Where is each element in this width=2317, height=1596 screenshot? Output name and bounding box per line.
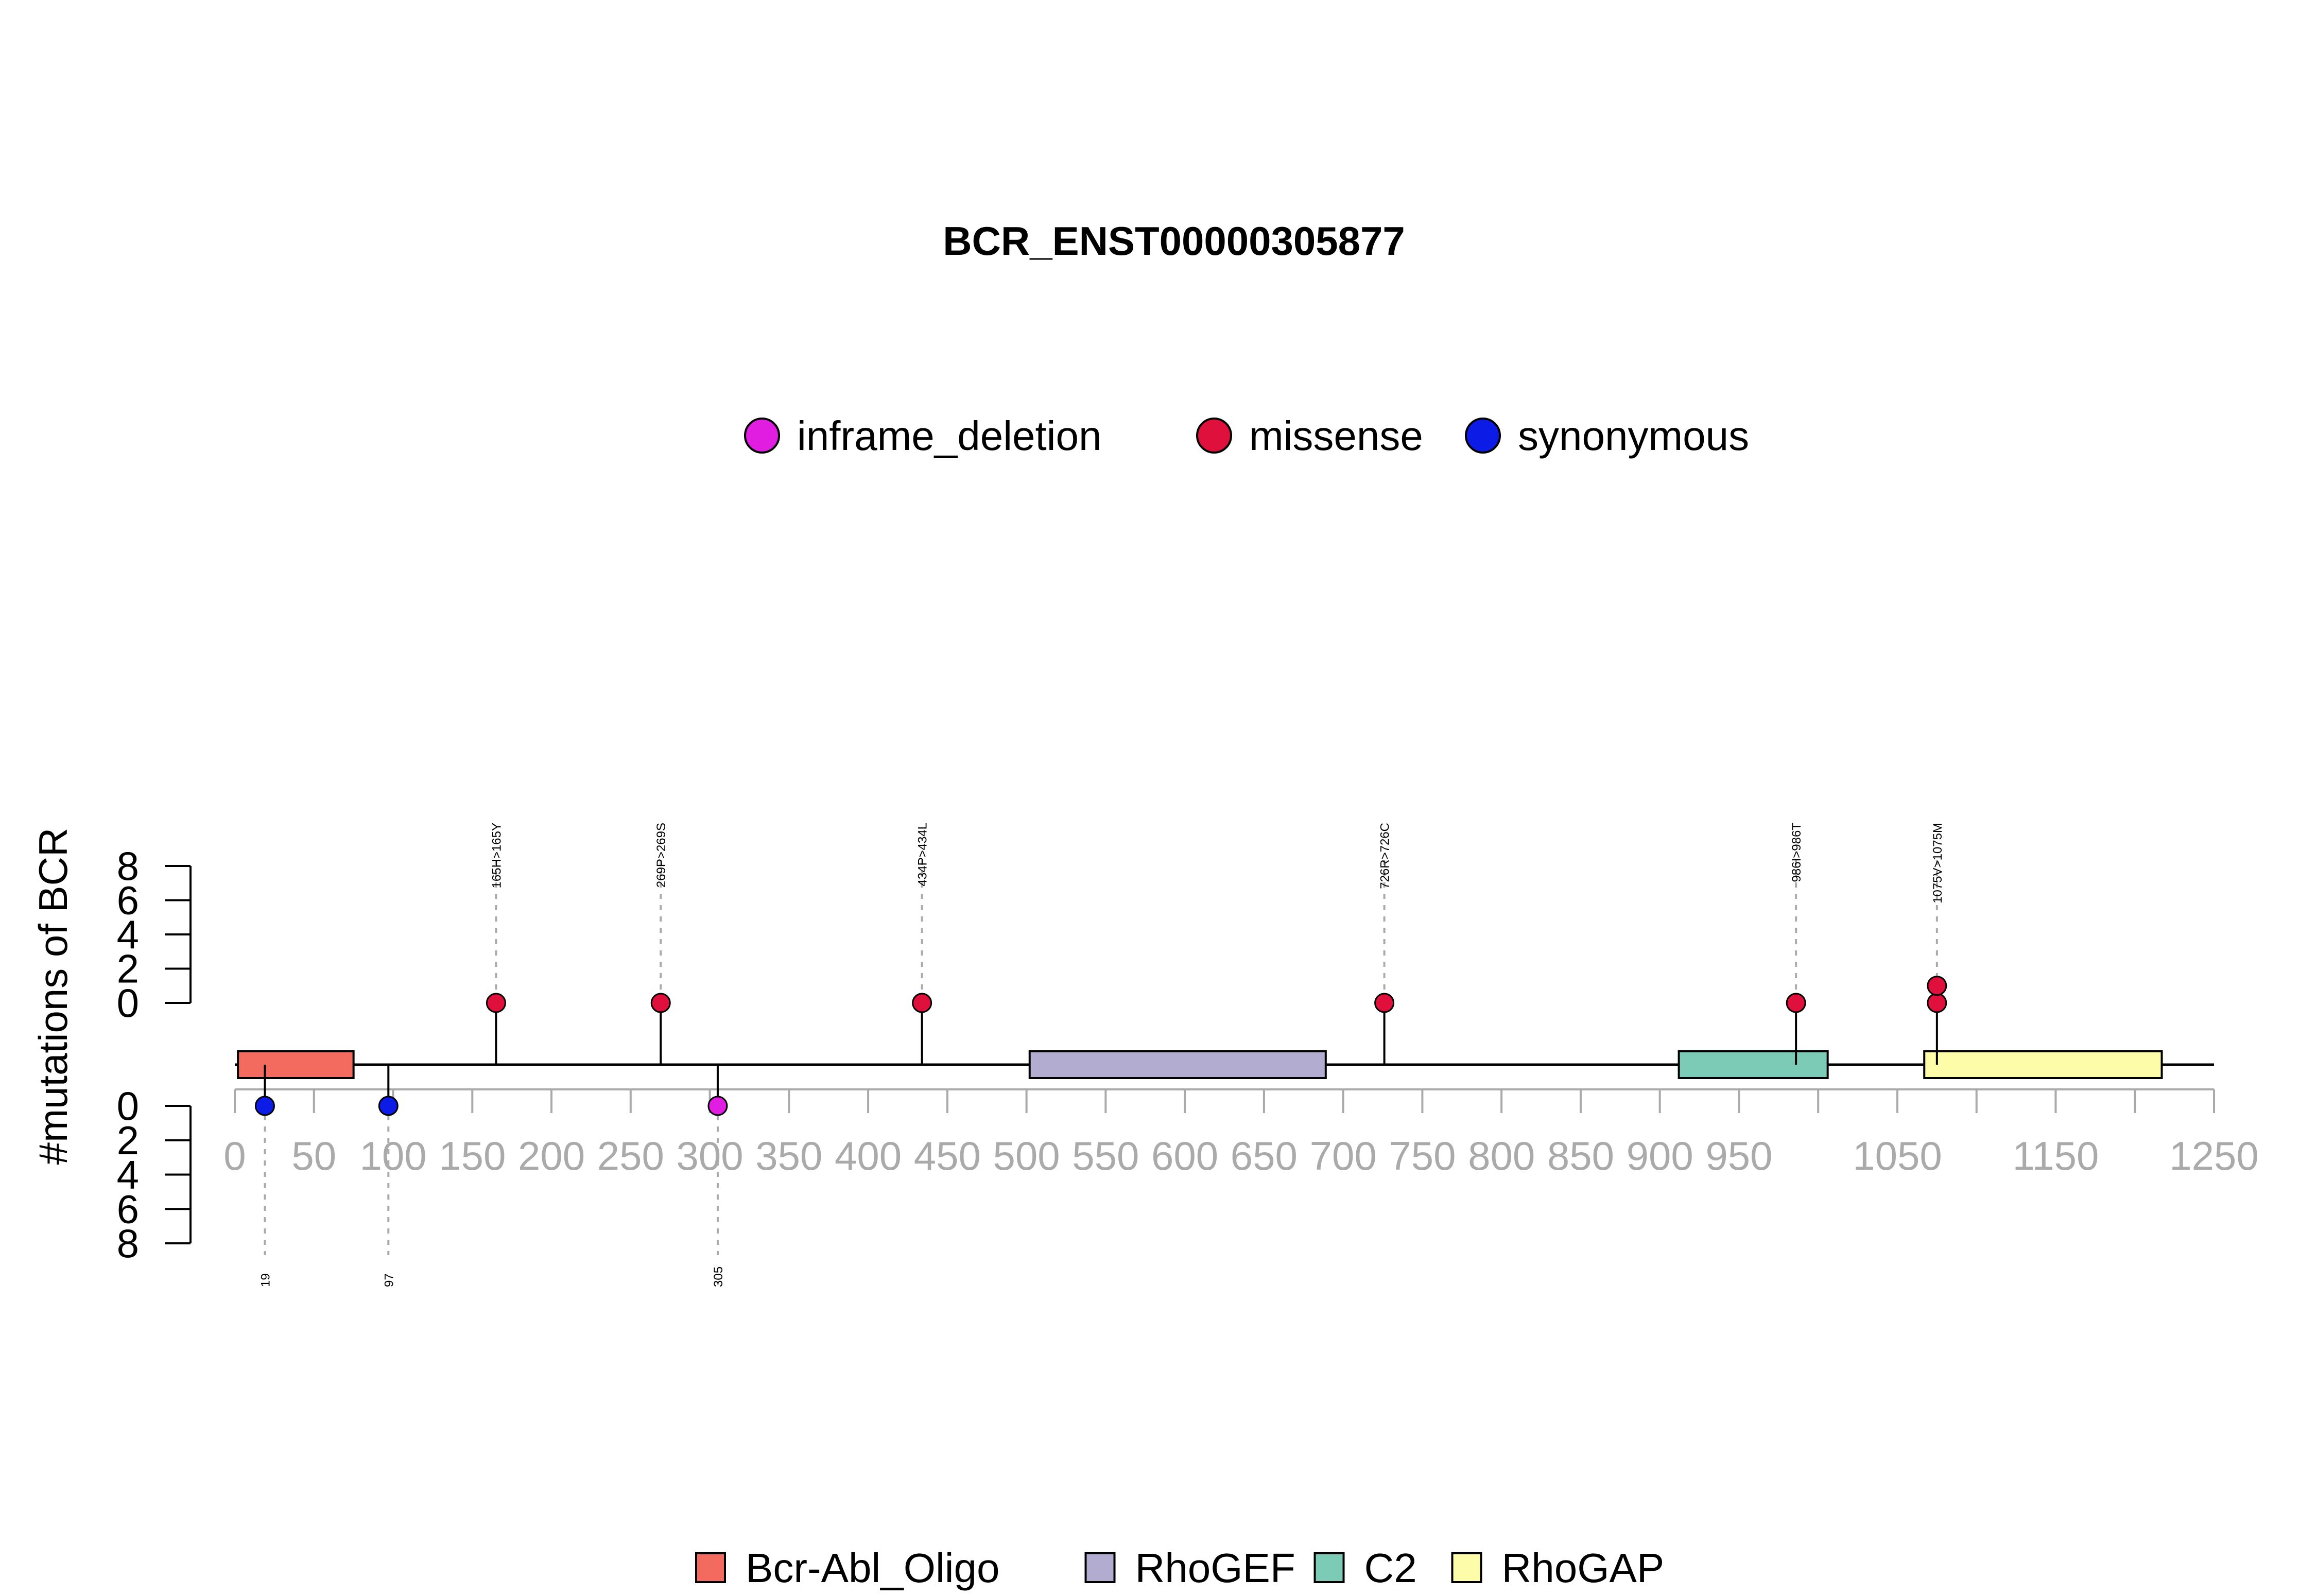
x-tick-label: 300 xyxy=(676,1133,743,1178)
x-tick-label: 1050 xyxy=(1853,1133,1942,1178)
domain-legend-swatch xyxy=(1451,1552,1482,1583)
mutation-type-legend: inframe_deletion missense synonymous xyxy=(744,413,1749,459)
legend-marker-inframe-deletion xyxy=(744,418,780,454)
x-tick-label: 100 xyxy=(359,1133,426,1178)
domain-legend-label: Bcr-Abl_Oligo xyxy=(746,1545,1000,1591)
x-tick-label: 0 xyxy=(223,1133,246,1178)
y-tick-label-upper: 4 xyxy=(117,912,139,957)
domain-legend-swatch xyxy=(1313,1552,1345,1583)
domain-legend: Bcr-Abl_Oligo RhoGEF C2 RhoGAP xyxy=(695,1545,1665,1591)
legend-label-missense: missense xyxy=(1249,413,1423,459)
legend-item-synonymous: synonymous xyxy=(1465,413,1749,459)
domain-bcr-abl-oligo xyxy=(237,1050,355,1079)
domain-c2 xyxy=(1678,1050,1829,1079)
legend-marker-missense xyxy=(1196,418,1232,454)
x-tick-label: 50 xyxy=(291,1133,336,1178)
y-tick-label-upper: 8 xyxy=(117,843,139,889)
y-tick-label-upper: 2 xyxy=(117,946,139,992)
x-tick-label: 800 xyxy=(1468,1133,1535,1178)
legend-item-missense: missense xyxy=(1196,413,1423,459)
mutation-label: 1075V>1075M xyxy=(1931,823,1945,904)
mutation-label: 434P>434L xyxy=(916,823,930,886)
x-tick-label: 850 xyxy=(1547,1133,1614,1178)
mutation-point xyxy=(486,993,506,1013)
mutation-point xyxy=(912,993,932,1013)
y-tick-label-lower: 6 xyxy=(117,1186,139,1231)
legend-item-inframe-deletion: inframe_deletion xyxy=(744,413,1101,459)
mutation-label: 986I>986T xyxy=(1790,823,1804,882)
domain-legend-item-rhogef: RhoGEF xyxy=(1084,1545,1295,1591)
domain-legend-label: RhoGEF xyxy=(1135,1545,1295,1591)
domain-legend-item-bcr-abl-oligo: Bcr-Abl_Oligo xyxy=(695,1545,1000,1591)
mutation-label: 19 xyxy=(258,1273,272,1287)
y-tick-label-lower: 0 xyxy=(117,1083,139,1129)
mutation-305: 305 xyxy=(707,1065,728,1287)
domain-legend-swatch xyxy=(695,1552,726,1583)
x-tick-label: 950 xyxy=(1705,1133,1772,1178)
chart-title: BCR_ENST00000305877 xyxy=(943,218,1405,264)
x-tick-label: 200 xyxy=(518,1133,585,1178)
mutation-label: 305 xyxy=(712,1267,725,1287)
legend-marker-synonymous xyxy=(1465,418,1501,454)
x-tick-label: 350 xyxy=(755,1133,822,1178)
domain-legend-label: RhoGAP xyxy=(1502,1545,1665,1591)
mutation-726R-726C: 726R>726C xyxy=(1374,823,1395,1065)
x-axis: 0 50 100 150 200 250 300 350 400 450 500 550 600 650 7… xyxy=(223,1088,2259,1178)
mutation-point xyxy=(650,993,671,1013)
mutation-point xyxy=(378,1096,399,1116)
mutation-165H-165Y: 165H>165Y xyxy=(486,823,506,1065)
mutation-point xyxy=(1927,976,1947,996)
protein-domains xyxy=(237,1050,2163,1079)
x-tick-label: 150 xyxy=(439,1133,506,1178)
x-tick-label: 550 xyxy=(1072,1133,1139,1178)
y-axis-label: #mutations of BCR xyxy=(30,828,76,1165)
legend-label-inframe-deletion: inframe_deletion xyxy=(797,413,1101,459)
x-tick-label: 1250 xyxy=(2169,1133,2259,1178)
domain-rhogap xyxy=(1923,1050,2163,1079)
mutation-97: 97 xyxy=(378,1065,399,1287)
domain-legend-label: C2 xyxy=(1364,1545,1417,1591)
mutation-434P-434L: 434P>434L xyxy=(912,823,932,1065)
x-tick-label: 1150 xyxy=(2013,1133,2099,1178)
mutations-upper: 165H>165Y 269P>269S 434P>434L 726R>726C 986I… xyxy=(486,823,1947,1065)
mutation-1075V-1075M: 1075V>1075M xyxy=(1927,823,1947,1065)
y-tick-label-upper: 6 xyxy=(117,878,139,923)
y-tick-label-lower: 2 xyxy=(117,1118,139,1163)
mutation-point xyxy=(707,1096,728,1116)
mutation-point xyxy=(1927,993,1947,1013)
mutation-19: 19 xyxy=(254,1065,275,1287)
x-tick-label: 650 xyxy=(1231,1133,1298,1178)
x-tick-label: 250 xyxy=(597,1133,664,1178)
mutation-label: 269P>269S xyxy=(654,823,668,888)
y-tick-label-lower: 4 xyxy=(117,1152,139,1198)
x-tick-label: 500 xyxy=(993,1133,1060,1178)
legend-label-synonymous: synonymous xyxy=(1518,413,1749,459)
y-tick-label-lower: 8 xyxy=(117,1221,139,1266)
x-tick-label: 450 xyxy=(914,1133,981,1178)
mutation-label: 726R>726C xyxy=(1378,823,1392,889)
mutation-269P-269S: 269P>269S xyxy=(650,823,671,1065)
x-tick-label: 700 xyxy=(1310,1133,1377,1178)
mutation-986I-986T: 986I>986T xyxy=(1786,823,1806,1065)
domain-legend-item-c2: C2 xyxy=(1313,1545,1417,1591)
mutation-point xyxy=(1786,993,1806,1013)
x-tick-label: 600 xyxy=(1151,1133,1218,1178)
mutation-point xyxy=(1374,993,1395,1013)
domain-legend-swatch xyxy=(1084,1552,1116,1583)
y-tick-label-upper: 0 xyxy=(117,980,139,1026)
x-tick-label: 900 xyxy=(1627,1133,1693,1178)
x-tick-label: 750 xyxy=(1389,1133,1456,1178)
mutation-label: 165H>165Y xyxy=(490,823,504,888)
x-tick-label: 400 xyxy=(835,1133,902,1178)
mutation-label: 97 xyxy=(382,1273,396,1287)
mutations-lower: 19 97 305 xyxy=(254,1065,728,1287)
mutation-point xyxy=(254,1096,275,1116)
domain-legend-item-rhogap: RhoGAP xyxy=(1451,1545,1665,1591)
domain-rhogef xyxy=(1028,1050,1327,1079)
